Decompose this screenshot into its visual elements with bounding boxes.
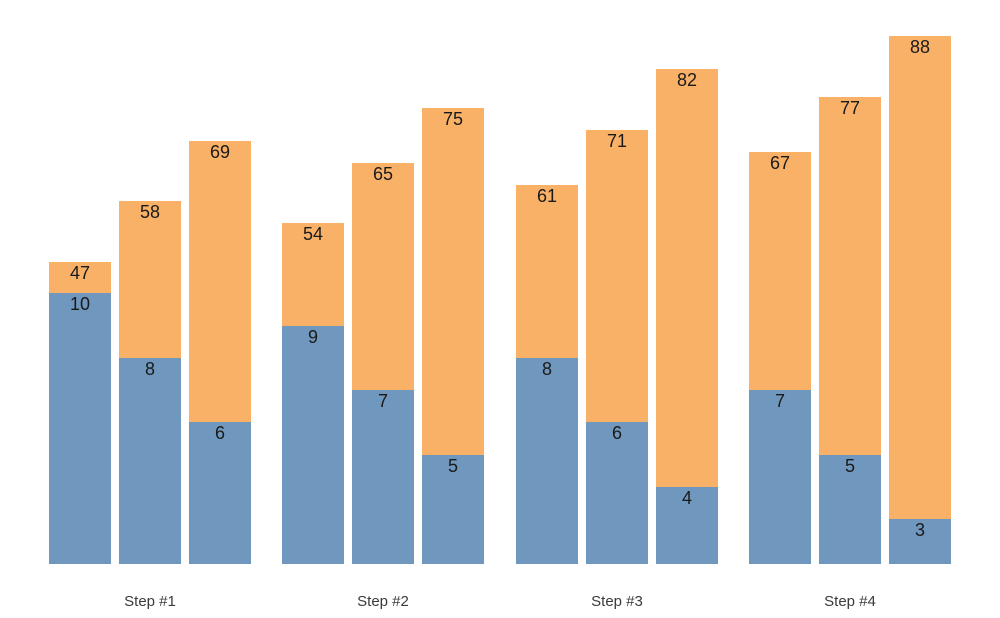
- category-label: Step #4: [824, 593, 876, 610]
- orange-total-label: 65: [372, 163, 394, 184]
- blue-value-label: 5: [447, 455, 458, 476]
- orange-total-label: 61: [536, 185, 558, 206]
- bar-blue-segment: [516, 357, 578, 564]
- category-label: Step #1: [124, 593, 176, 610]
- orange-total-label: 69: [209, 141, 231, 162]
- bar-orange-segment: [889, 36, 951, 564]
- bar-blue-segment: [119, 357, 181, 564]
- orange-total-label: 75: [442, 108, 464, 129]
- bar-blue-segment: [656, 486, 718, 564]
- blue-value-label: 9: [307, 326, 318, 347]
- bar-orange-segment: [656, 69, 718, 564]
- blue-value-label: 8: [144, 358, 155, 379]
- orange-total-label: 54: [302, 224, 324, 245]
- blue-value-label: 8: [541, 358, 552, 379]
- blue-value-label: 5: [844, 455, 855, 476]
- bar-blue-segment: [49, 293, 111, 564]
- orange-total-label: 67: [769, 152, 791, 173]
- bar-blue-segment: [282, 325, 344, 564]
- orange-total-label: 71: [606, 130, 628, 151]
- blue-value-label: 7: [774, 391, 785, 412]
- blue-value-label: 6: [214, 423, 225, 444]
- bar-blue-segment: [749, 390, 811, 564]
- blue-value-label: 10: [69, 294, 91, 315]
- bar-blue-segment: [586, 422, 648, 564]
- blue-value-label: 4: [681, 487, 692, 508]
- blue-value-label: 6: [611, 423, 622, 444]
- orange-total-label: 82: [676, 70, 698, 91]
- category-label: Step #3: [591, 593, 643, 610]
- orange-total-label: 47: [69, 263, 91, 284]
- bar-blue-segment: [819, 454, 881, 564]
- orange-total-label: 77: [839, 97, 861, 118]
- bar-blue-segment: [889, 518, 951, 564]
- orange-total-label: 88: [909, 37, 931, 58]
- category-label: Step #2: [357, 593, 409, 610]
- blue-value-label: 3: [914, 519, 925, 540]
- blue-value-label: 7: [377, 391, 388, 412]
- bar-blue-segment: [189, 422, 251, 564]
- orange-total-label: 58: [139, 202, 161, 223]
- bar-blue-segment: [422, 454, 484, 564]
- bar-blue-segment: [352, 390, 414, 564]
